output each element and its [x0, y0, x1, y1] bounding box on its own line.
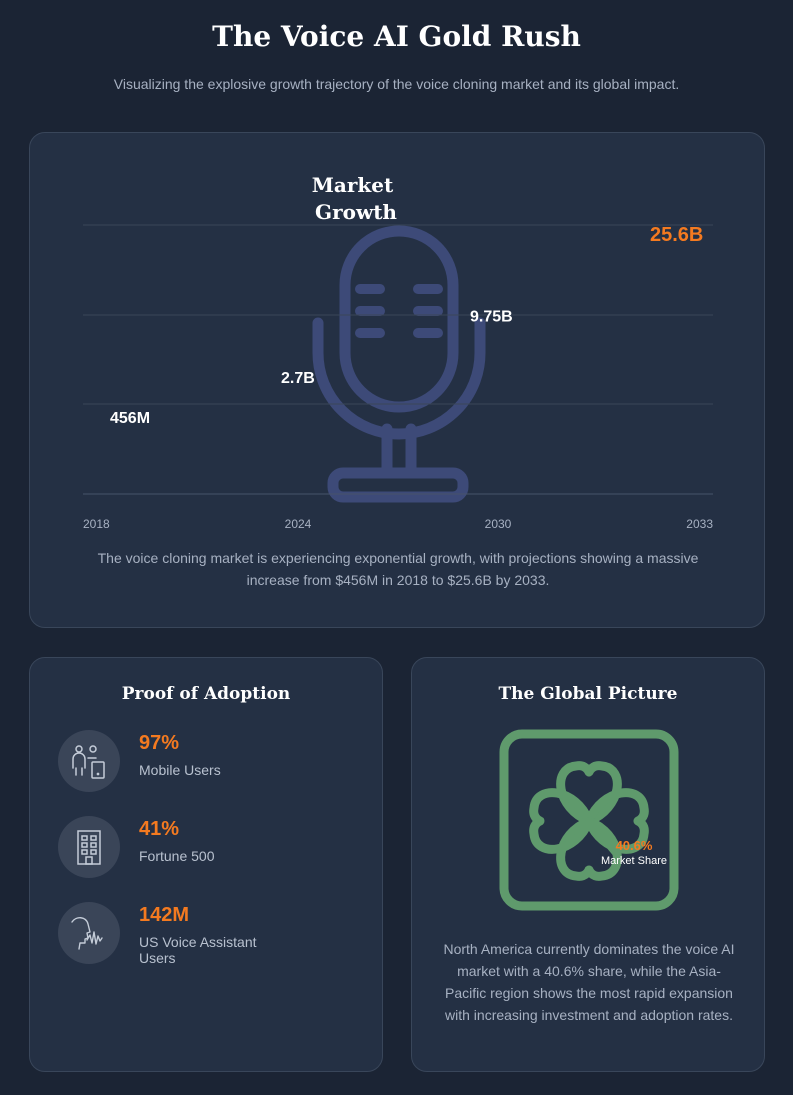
chart-x-ticks: 2018 2024 2030 2033	[83, 517, 713, 531]
market-growth-chart: Market Growth 456M 2.7B 9.75B 25.6B 2018 202…	[83, 173, 713, 531]
stat-value: 97%	[139, 732, 180, 754]
x-tick-2018: 2018	[83, 517, 110, 531]
global-picture-card: The Global Picture 40.6% Market Share No…	[411, 657, 765, 1072]
x-tick-2033: 2033	[686, 517, 713, 531]
market-share-value: 40.6%	[615, 838, 653, 853]
market-growth-card: Market Growth 456M 2.7B 9.75B 25.6B 2018 202…	[29, 132, 765, 628]
stat-label: US Voice Assistant Users	[139, 934, 257, 966]
microphone-icon	[312, 225, 486, 503]
adoption-heading: Proof of Adoption	[121, 684, 291, 704]
data-label-2024: 2.7B	[281, 370, 315, 387]
clover-icon	[499, 729, 679, 911]
mobile-users-icon	[58, 730, 120, 792]
global-description: North America currently dominates the vo…	[443, 941, 735, 1023]
stat-voice-assistant: 142M US Voice Assistant Users	[58, 902, 358, 972]
chart-data-labels: 456M 2.7B 9.75B 25.6B	[110, 224, 703, 427]
data-label-2033: 25.6B	[650, 224, 703, 246]
office-building-icon	[58, 816, 120, 878]
stat-label: Fortune 500	[139, 848, 215, 864]
stat-fortune-500: 41% Fortune 500	[58, 816, 358, 886]
stat-value: 41%	[139, 818, 180, 840]
stat-label: Mobile Users	[139, 762, 221, 778]
chart-title: Market Growth	[312, 173, 400, 224]
voice-assistant-icon	[58, 902, 120, 964]
data-label-2030: 9.75B	[470, 308, 513, 325]
chart-gridlines	[83, 224, 713, 495]
stat-value: 142M	[139, 904, 190, 926]
page-subtitle: Visualizing the explosive growth traject…	[113, 76, 680, 92]
global-heading: The Global Picture	[498, 684, 678, 704]
market-growth-description: The voice cloning market is experiencing…	[97, 550, 699, 588]
x-tick-2024: 2024	[285, 517, 312, 531]
page-title: The Voice AI Gold Rush	[212, 20, 581, 53]
data-label-2018: 456M	[110, 410, 150, 427]
x-tick-2030: 2030	[485, 517, 512, 531]
market-share-label: Market Share	[600, 855, 668, 867]
stat-mobile-users: 97% Mobile Users	[58, 730, 358, 800]
adoption-card: Proof of Adoption 97% Mobile Users	[29, 657, 383, 1072]
